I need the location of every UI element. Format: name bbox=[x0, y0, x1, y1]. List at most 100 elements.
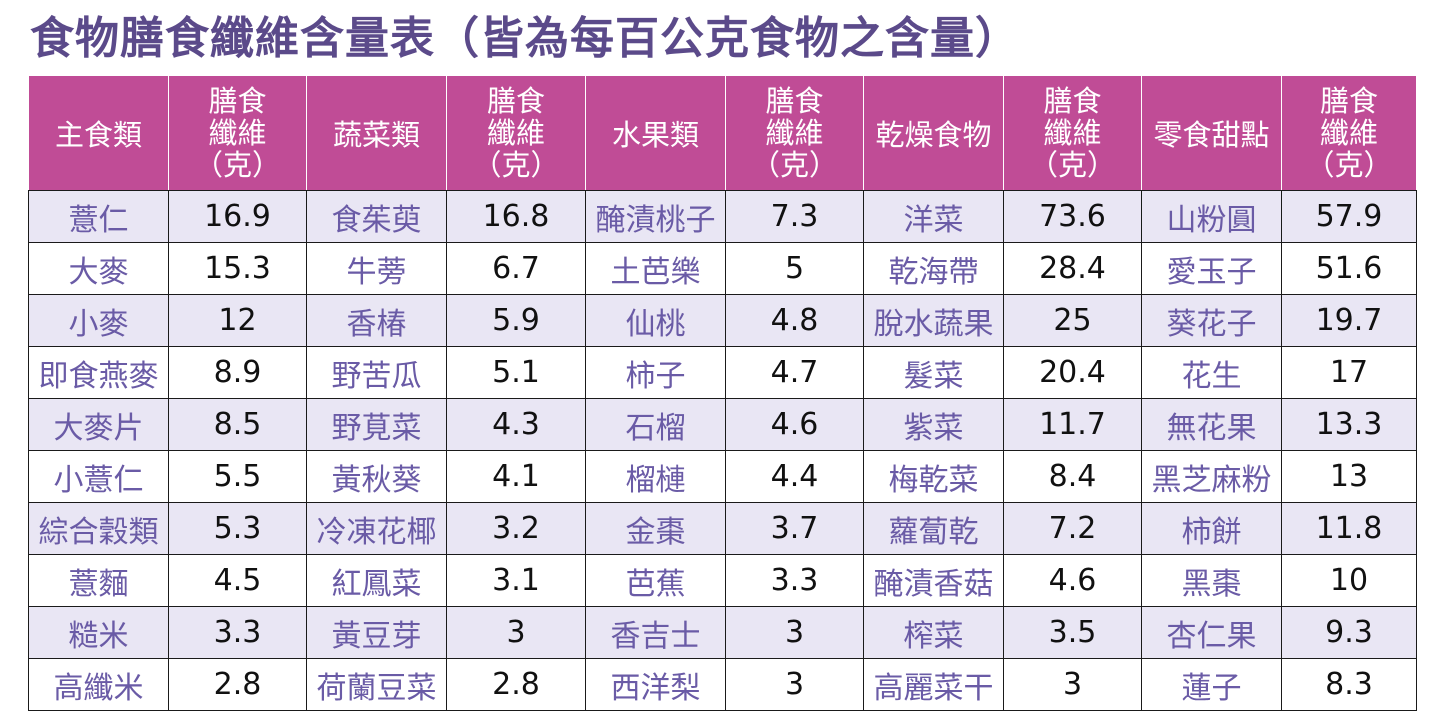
page-title: 食物膳食纖維含量表（皆為每百公克食物之含量） bbox=[30, 13, 1020, 64]
fiber-value-cell: 7.2 bbox=[1003, 502, 1142, 555]
table-row: 薏仁 16.9 食茱萸 16.8 醃漬桃子 7.3 洋菜 73.6 山粉圓 57.9 bbox=[28, 190, 1417, 243]
food-name-cell: 金棗 bbox=[585, 502, 726, 555]
food-name-cell: 脫水蔬果 bbox=[863, 294, 1004, 347]
fiber-value-cell: 3 bbox=[1003, 658, 1142, 711]
fiber-value-cell: 4.6 bbox=[725, 398, 864, 451]
header-category: 蔬菜類 bbox=[306, 75, 447, 191]
fiber-value-cell: 8.5 bbox=[168, 398, 307, 451]
header-category: 零食甜點 bbox=[1141, 75, 1282, 191]
fiber-value-cell: 4.5 bbox=[168, 554, 307, 607]
food-name-cell: 柿子 bbox=[585, 346, 726, 399]
fiber-value-cell: 3 bbox=[725, 658, 864, 711]
fiber-value-cell: 5.5 bbox=[168, 450, 307, 503]
food-name-cell: 仙桃 bbox=[585, 294, 726, 347]
fiber-value-cell: 13.3 bbox=[1281, 398, 1417, 451]
food-name-cell: 糙米 bbox=[28, 606, 169, 659]
table-row: 大麥 15.3 牛蒡 6.7 土芭樂 5 乾海帶 28.4 愛玉子 51.6 bbox=[28, 242, 1417, 295]
food-name-cell: 髮菜 bbox=[863, 346, 1004, 399]
fiber-value-cell: 57.9 bbox=[1281, 190, 1417, 243]
table-row: 高纖米 2.8 荷蘭豆菜 2.8 西洋梨 3 高麗菜干 3 蓮子 8.3 bbox=[28, 658, 1417, 711]
food-name-cell: 黑芝麻粉 bbox=[1141, 450, 1282, 503]
food-name-cell: 愛玉子 bbox=[1141, 242, 1282, 295]
food-name-cell: 柿餅 bbox=[1141, 502, 1282, 555]
food-name-cell: 牛蒡 bbox=[306, 242, 447, 295]
food-name-cell: 野莧菜 bbox=[306, 398, 447, 451]
header-fiber: 膳食 纖維 （克） bbox=[168, 75, 307, 191]
fiber-value-cell: 5 bbox=[725, 242, 864, 295]
header-category: 水果類 bbox=[585, 75, 726, 191]
fiber-value-cell: 5.1 bbox=[446, 346, 586, 399]
fiber-value-cell: 25 bbox=[1003, 294, 1142, 347]
food-name-cell: 薏麵 bbox=[28, 554, 169, 607]
header-fiber: 膳食 纖維 （克） bbox=[446, 75, 586, 191]
food-name-cell: 蘿蔔乾 bbox=[863, 502, 1004, 555]
table-row: 即食燕麥 8.9 野苦瓜 5.1 柿子 4.7 髮菜 20.4 花生 17 bbox=[28, 346, 1417, 399]
fiber-value-cell: 4.3 bbox=[446, 398, 586, 451]
fiber-value-cell: 5.3 bbox=[168, 502, 307, 555]
fiber-value-cell: 19.7 bbox=[1281, 294, 1417, 347]
fiber-value-cell: 51.6 bbox=[1281, 242, 1417, 295]
food-name-cell: 乾海帶 bbox=[863, 242, 1004, 295]
food-name-cell: 榴槤 bbox=[585, 450, 726, 503]
fiber-value-cell: 4.6 bbox=[1003, 554, 1142, 607]
food-name-cell: 即食燕麥 bbox=[28, 346, 169, 399]
food-name-cell: 荷蘭豆菜 bbox=[306, 658, 447, 711]
food-name-cell: 芭蕉 bbox=[585, 554, 726, 607]
food-name-cell: 小麥 bbox=[28, 294, 169, 347]
food-name-cell: 無花果 bbox=[1141, 398, 1282, 451]
fiber-value-cell: 3.3 bbox=[168, 606, 307, 659]
food-name-cell: 土芭樂 bbox=[585, 242, 726, 295]
fiber-value-cell: 4.4 bbox=[725, 450, 864, 503]
fiber-value-cell: 16.9 bbox=[168, 190, 307, 243]
fiber-value-cell: 16.8 bbox=[446, 190, 586, 243]
fiber-value-cell: 2.8 bbox=[446, 658, 586, 711]
fiber-value-cell: 11.7 bbox=[1003, 398, 1142, 451]
fiber-value-cell: 20.4 bbox=[1003, 346, 1142, 399]
fiber-value-cell: 4.7 bbox=[725, 346, 864, 399]
fiber-value-cell: 6.7 bbox=[446, 242, 586, 295]
food-name-cell: 蓮子 bbox=[1141, 658, 1282, 711]
table-row: 綜合穀類 5.3 冷凍花椰 3.2 金棗 3.7 蘿蔔乾 7.2 柿餅 11.8 bbox=[28, 502, 1417, 555]
food-name-cell: 西洋梨 bbox=[585, 658, 726, 711]
table-body: 薏仁 16.9 食茱萸 16.8 醃漬桃子 7.3 洋菜 73.6 山粉圓 57.9 大麥 15.3 牛… bbox=[28, 190, 1417, 711]
header-row: 主食類 膳食 纖維 （克） 蔬菜類 膳食 纖維 （克） 水果類 膳食 纖維 （克） 乾燥食物… bbox=[28, 75, 1417, 191]
fiber-value-cell: 10 bbox=[1281, 554, 1417, 607]
food-name-cell: 醃漬香菇 bbox=[863, 554, 1004, 607]
table-row: 小麥 12 香椿 5.9 仙桃 4.8 脫水蔬果 25 葵花子 19.7 bbox=[28, 294, 1417, 347]
fiber-value-cell: 3.2 bbox=[446, 502, 586, 555]
fiber-value-cell: 3 bbox=[446, 606, 586, 659]
food-name-cell: 榨菜 bbox=[863, 606, 1004, 659]
food-name-cell: 葵花子 bbox=[1141, 294, 1282, 347]
food-name-cell: 黑棗 bbox=[1141, 554, 1282, 607]
fiber-value-cell: 9.3 bbox=[1281, 606, 1417, 659]
food-name-cell: 香椿 bbox=[306, 294, 447, 347]
fiber-value-cell: 73.6 bbox=[1003, 190, 1142, 243]
food-name-cell: 香吉士 bbox=[585, 606, 726, 659]
fiber-value-cell: 3 bbox=[725, 606, 864, 659]
fiber-value-cell: 4.8 bbox=[725, 294, 864, 347]
fiber-value-cell: 5.9 bbox=[446, 294, 586, 347]
food-name-cell: 黃豆芽 bbox=[306, 606, 447, 659]
fiber-value-cell: 8.3 bbox=[1281, 658, 1417, 711]
food-name-cell: 杏仁果 bbox=[1141, 606, 1282, 659]
food-name-cell: 大麥片 bbox=[28, 398, 169, 451]
food-name-cell: 醃漬桃子 bbox=[585, 190, 726, 243]
table-row: 糙米 3.3 黃豆芽 3 香吉士 3 榨菜 3.5 杏仁果 9.3 bbox=[28, 606, 1417, 659]
table-row: 大麥片 8.5 野莧菜 4.3 石榴 4.6 紫菜 11.7 無花果 13.3 bbox=[28, 398, 1417, 451]
food-name-cell: 冷凍花椰 bbox=[306, 502, 447, 555]
fiber-value-cell: 4.1 bbox=[446, 450, 586, 503]
food-name-cell: 野苦瓜 bbox=[306, 346, 447, 399]
food-name-cell: 高纖米 bbox=[28, 658, 169, 711]
food-name-cell: 紫菜 bbox=[863, 398, 1004, 451]
fiber-value-cell: 8.4 bbox=[1003, 450, 1142, 503]
fiber-value-cell: 17 bbox=[1281, 346, 1417, 399]
header-category: 乾燥食物 bbox=[863, 75, 1004, 191]
food-name-cell: 食茱萸 bbox=[306, 190, 447, 243]
food-name-cell: 薏仁 bbox=[28, 190, 169, 243]
food-name-cell: 大麥 bbox=[28, 242, 169, 295]
table-row: 薏麵 4.5 紅鳳菜 3.1 芭蕉 3.3 醃漬香菇 4.6 黑棗 10 bbox=[28, 554, 1417, 607]
header-fiber: 膳食 纖維 （克） bbox=[725, 75, 864, 191]
food-name-cell: 黃秋葵 bbox=[306, 450, 447, 503]
fiber-value-cell: 8.9 bbox=[168, 346, 307, 399]
fiber-value-cell: 3.3 bbox=[725, 554, 864, 607]
